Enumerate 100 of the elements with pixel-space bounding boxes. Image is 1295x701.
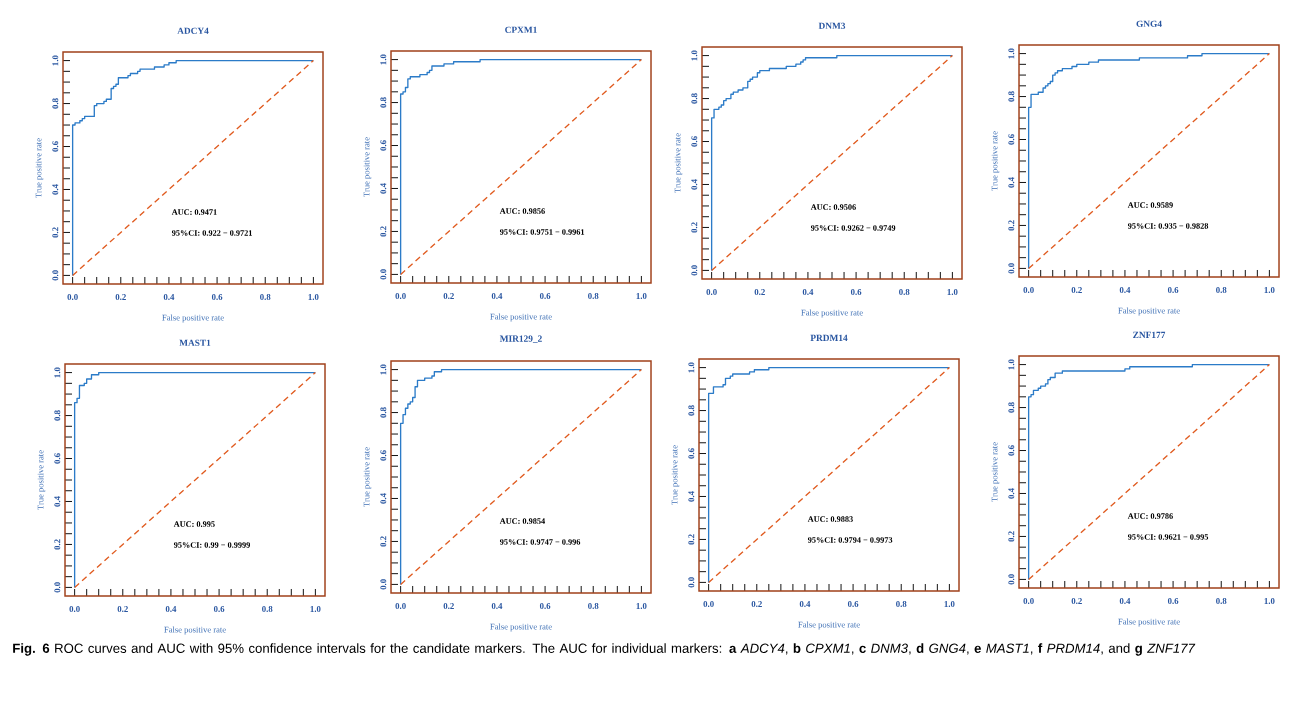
y-tick-label: 0.2 [52, 227, 59, 238]
x-tick-label: 0.4 [491, 603, 503, 610]
chart-title: MAST1 [179, 339, 211, 346]
annotation: AUC: 0.9854 [499, 518, 546, 524]
annotation: 95%CI: 0.9747 − 0.996 [499, 539, 581, 545]
y-tick-label: 0.2 [380, 226, 387, 237]
y-tick-label: 0.2 [1008, 220, 1015, 231]
x-tick-label: 0.2 [115, 294, 126, 301]
x-tick-label: 0.4 [799, 601, 811, 608]
x-tick-label: 0.2 [1071, 287, 1082, 294]
x-axis-title: False positive rate [164, 626, 226, 635]
chart-title: ZNF177 [1133, 331, 1166, 338]
x-tick-label: 0.8 [588, 293, 599, 300]
x-tick-label: 0.4 [802, 289, 814, 296]
y-tick-label: 0.0 [688, 577, 695, 588]
y-tick-label: 0.0 [1008, 574, 1015, 585]
y-tick-label: 0.0 [380, 579, 387, 590]
y-tick-label: 1.0 [380, 364, 387, 375]
x-tick-label: 1.0 [310, 606, 321, 613]
chart-title: CPXM1 [505, 26, 537, 33]
annotation: 95%CI: 0.9751 − 0.9961 [499, 229, 585, 235]
y-tick-label: 0.8 [52, 98, 59, 109]
x-tick-label: 0.6 [1167, 287, 1179, 294]
annotation: AUC: 0.9589 [1127, 202, 1173, 208]
y-tick-label: 0.2 [688, 534, 695, 545]
x-tick-label: 0.6 [850, 289, 862, 296]
y-axis-title: True positive rate [991, 442, 1000, 502]
x-tick-label: 0.0 [395, 293, 406, 300]
y-tick-label: 0.6 [691, 136, 698, 147]
y-tick-label: 1.0 [380, 54, 387, 65]
y-tick-label: 0.2 [1008, 531, 1015, 542]
x-tick-label: 1.0 [636, 293, 647, 300]
x-tick-label: 0.8 [896, 601, 907, 608]
text: Fig. 6 ROC curves and AUC with 95% confidence intervals for the candidate markers. The AUC for individual markers: a ADCY4, b CPXM1, c DNM3, d GNG4, e MAST1, f PRDM14, and g ZNF177 [13, 643, 1196, 656]
x-tick-label: 0.4 [491, 293, 503, 300]
x-axis-title: False positive rate [490, 623, 552, 632]
y-tick-label: 0.4 [691, 179, 698, 190]
x-tick-label: 0.6 [847, 601, 859, 608]
annotation: 95%CI: 0.935 − 0.9828 [1127, 223, 1209, 229]
y-tick-label: 0.6 [380, 140, 387, 151]
x-tick-label: 1.0 [1264, 287, 1275, 294]
y-tick-label: 0.6 [54, 453, 61, 464]
y-tick-label: 0.8 [688, 405, 695, 416]
chart-title: ADCY4 [177, 27, 209, 34]
chart-title: GNG4 [1136, 20, 1162, 27]
annotation: AUC: 0.9506 [810, 204, 856, 210]
y-tick-label: 0.4 [52, 184, 59, 195]
y-tick-label: 0.6 [1008, 134, 1015, 145]
x-tick-label: 0.2 [443, 603, 454, 610]
x-tick-label: 0.8 [1216, 287, 1227, 294]
x-tick-label: 0.4 [163, 294, 175, 301]
y-tick-label: 0.4 [1008, 488, 1015, 499]
x-tick-label: 0.4 [1119, 598, 1131, 605]
x-tick-label: 1.0 [308, 294, 319, 301]
x-tick-label: 0.2 [1071, 598, 1082, 605]
x-tick-label: 1.0 [947, 289, 958, 296]
y-tick-label: 0.8 [1008, 402, 1015, 413]
x-tick-label: 0.6 [211, 294, 223, 301]
y-tick-label: 0.0 [380, 269, 387, 280]
y-tick-label: 0.6 [1008, 445, 1015, 456]
y-tick-label: 1.0 [1008, 48, 1015, 59]
y-axis-title: True positive rate [671, 445, 680, 505]
x-tick-label: 1.0 [1264, 598, 1275, 605]
x-tick-label: 0.0 [1023, 287, 1034, 294]
x-tick-label: 0.8 [899, 289, 910, 296]
y-tick-label: 1.0 [1008, 359, 1015, 370]
y-tick-label: 0.8 [1008, 91, 1015, 102]
y-tick-label: 0.4 [380, 183, 387, 194]
x-tick-label: 0.0 [69, 606, 80, 613]
y-axis-title: True positive rate [35, 138, 44, 198]
chart-title: DNM3 [818, 22, 846, 29]
x-axis-title: False positive rate [1118, 307, 1180, 316]
x-axis-title: False positive rate [162, 314, 224, 323]
y-tick-label: 0.6 [380, 450, 387, 461]
annotation: 95%CI: 0.9794 − 0.9973 [807, 537, 893, 543]
annotation: 95%CI: 0.9621 − 0.995 [1127, 534, 1209, 540]
y-tick-label: 0.8 [380, 407, 387, 418]
y-tick-label: 0.4 [688, 491, 695, 502]
x-axis-title: False positive rate [798, 621, 860, 630]
x-tick-label: 0.4 [165, 606, 177, 613]
y-tick-label: 0.2 [380, 536, 387, 547]
x-tick-label: 0.8 [1216, 598, 1227, 605]
y-axis-title: True positive rate [363, 447, 372, 507]
y-axis-title: True positive rate [363, 137, 372, 197]
x-tick-label: 0.4 [1119, 287, 1131, 294]
y-axis-title: True positive rate [674, 133, 683, 193]
y-tick-label: 0.8 [691, 93, 698, 104]
y-tick-label: 0.8 [380, 97, 387, 108]
annotation: 95%CI: 0.9262 − 0.9749 [810, 225, 896, 231]
x-tick-label: 0.0 [1023, 598, 1034, 605]
x-tick-label: 1.0 [944, 601, 955, 608]
x-tick-label: 0.0 [395, 603, 406, 610]
x-tick-label: 0.2 [751, 601, 762, 608]
x-tick-label: 0.6 [539, 293, 551, 300]
x-tick-label: 0.0 [67, 294, 78, 301]
annotation: 95%CI: 0.922 − 0.9721 [171, 230, 252, 236]
annotation: AUC: 0.9883 [807, 516, 853, 522]
y-tick-label: 0.4 [380, 493, 387, 504]
x-tick-label: 0.8 [260, 294, 271, 301]
x-tick-label: 0.6 [213, 606, 225, 613]
